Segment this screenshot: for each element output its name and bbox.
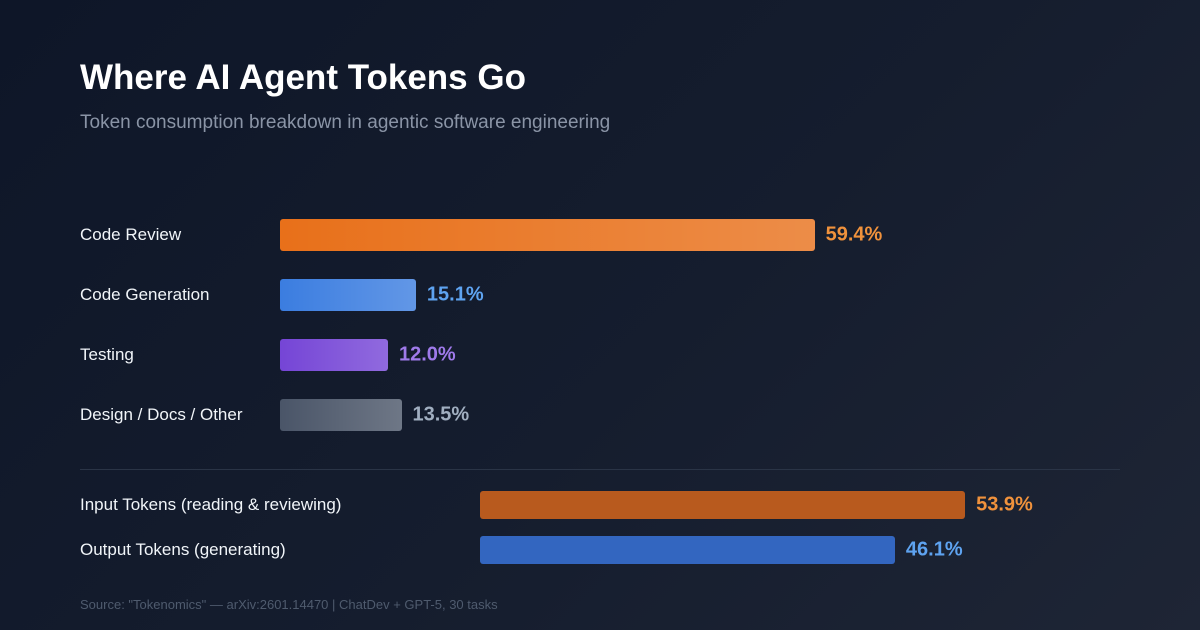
bar [280,279,416,311]
divider [80,469,1120,470]
subtitle: Token consumption breakdown in agentic s… [80,112,611,133]
bar [280,399,402,431]
bar [480,491,966,519]
category-label: Code Review [80,225,182,244]
value-label: 15.1% [426,283,484,306]
category-label: Output Tokens (generating) [80,540,286,559]
category-label: Input Tokens (reading & reviewing) [80,495,342,514]
bar [480,536,895,564]
category-label: Code Generation [80,285,210,304]
bar [280,339,388,371]
bar [280,219,815,251]
source: Source: "Tokenomics" — arXiv:2601.14470 … [80,597,498,612]
value-label: 13.5% [412,403,470,426]
value-label: 12.0% [399,343,456,366]
value-label: 59.4% [825,223,883,246]
category-label: Testing [80,345,134,364]
value-label: 53.9% [976,493,1033,516]
value-label: 46.1% [905,538,963,561]
category-label: Design / Docs / Other [80,405,243,424]
title: Where AI Agent Tokens Go [80,58,526,97]
